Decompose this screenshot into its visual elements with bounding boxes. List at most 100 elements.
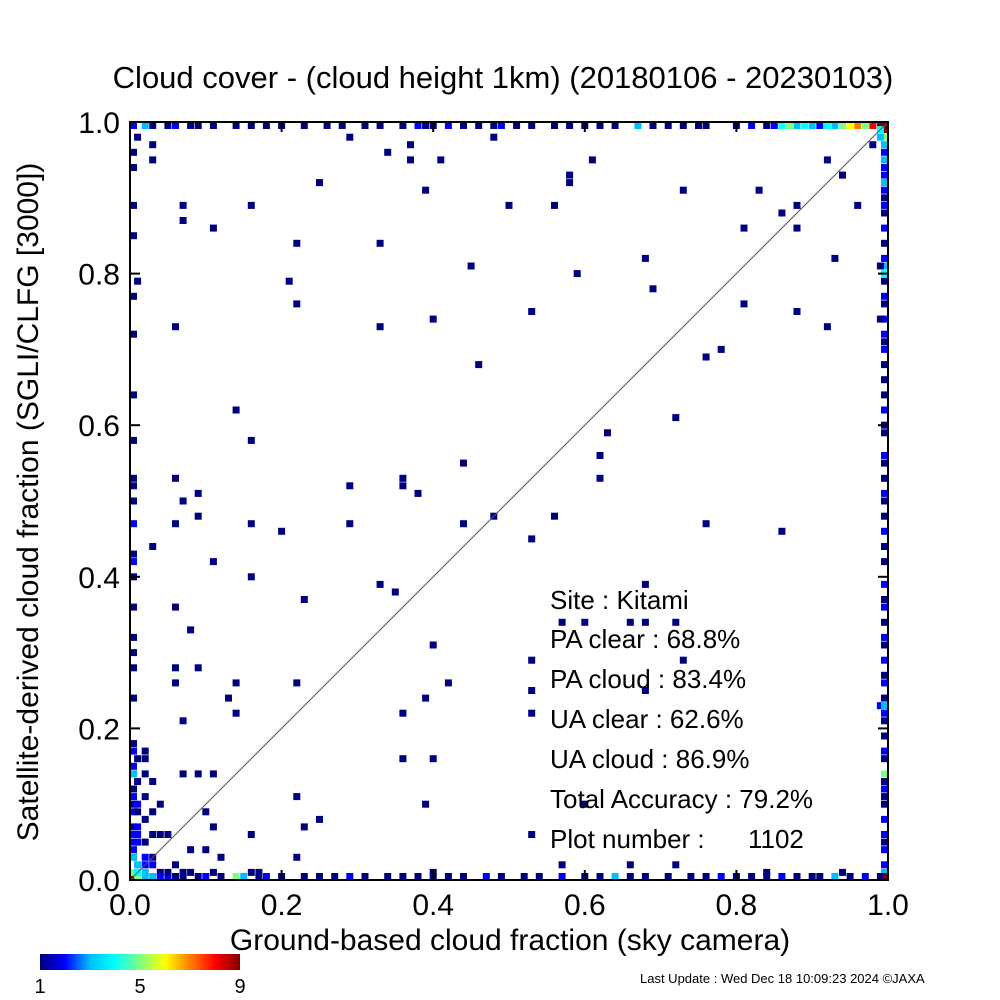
heatmap-cell xyxy=(240,873,248,880)
colorbar-tick-label: 9 xyxy=(234,976,245,998)
heatmap-cell xyxy=(770,122,778,129)
colorbar xyxy=(40,954,240,970)
heatmap-cell xyxy=(346,520,354,528)
x-tick-label: 1.0 xyxy=(867,889,909,922)
heatmap-cell xyxy=(130,831,137,838)
heatmap-cell xyxy=(293,853,301,861)
heatmap-cell xyxy=(134,823,142,831)
heatmap-cell xyxy=(149,808,157,816)
heatmap-cell xyxy=(130,391,137,399)
heatmap-cell xyxy=(422,186,430,194)
heatmap-cell xyxy=(823,156,831,164)
heatmap-cell xyxy=(816,873,824,880)
heatmap-cell xyxy=(247,573,255,581)
heatmap-cell xyxy=(156,868,164,876)
heatmap-cell xyxy=(232,709,240,717)
heatmap-cell xyxy=(247,201,255,209)
heatmap-cell xyxy=(740,224,748,232)
heatmap-cell xyxy=(596,474,604,482)
heatmap-cell xyxy=(262,873,270,880)
stats-site: Site : Kitami xyxy=(550,585,689,615)
heatmap-cell xyxy=(130,603,137,611)
heatmap-cell xyxy=(141,755,149,763)
heatmap-cell xyxy=(528,709,536,717)
stats-pa-clear: PA clear : 68.8% xyxy=(550,624,740,654)
heatmap-cell xyxy=(247,520,255,528)
stats-ua-cloud: UA cloud : 86.9% xyxy=(550,744,749,774)
heatmap-cell xyxy=(467,262,475,270)
x-axis-title: Ground-based cloud fraction (sky camera) xyxy=(230,924,790,957)
heatmap-cell xyxy=(361,873,369,880)
heatmap-cell xyxy=(164,122,172,129)
heatmap-cell xyxy=(285,277,293,285)
heatmap-cell xyxy=(679,186,687,194)
heatmap-cell xyxy=(881,345,888,353)
heatmap-cell xyxy=(130,762,137,770)
heatmap-cell xyxy=(581,618,589,626)
heatmap-cell xyxy=(300,122,308,129)
heatmap-cell xyxy=(130,664,137,672)
heatmap-cell xyxy=(664,122,672,129)
heatmap-cell xyxy=(172,520,179,528)
heatmap-cell xyxy=(130,740,137,748)
heatmap-cell xyxy=(141,747,149,755)
heatmap-cell xyxy=(869,122,877,129)
heatmap-cell xyxy=(130,201,137,209)
heatmap-cell xyxy=(247,122,255,129)
heatmap-cell xyxy=(881,330,888,338)
heatmap-cell xyxy=(881,861,888,869)
heatmap-cell xyxy=(414,489,422,497)
heatmap-cell xyxy=(881,694,888,702)
heatmap-cell xyxy=(209,558,217,566)
heatmap-cell xyxy=(611,873,619,880)
heatmap-cell xyxy=(172,603,179,611)
heatmap-cell xyxy=(460,873,467,880)
heatmap-cell xyxy=(881,277,888,285)
heatmap-cell xyxy=(854,201,862,209)
heatmap-cell xyxy=(141,815,149,823)
heatmap-cell xyxy=(854,122,862,129)
heatmap-cell xyxy=(881,201,888,209)
heatmap-cell xyxy=(801,122,809,129)
heatmap-cell xyxy=(881,126,888,134)
heatmap-cell xyxy=(429,755,437,763)
heatmap-cell xyxy=(881,254,888,262)
heatmap-cell xyxy=(293,300,301,308)
stats-total-accuracy: Total Accuracy : 79.2% xyxy=(550,784,813,814)
heatmap-cell xyxy=(497,122,505,129)
heatmap-cell xyxy=(881,717,888,725)
heatmap-cell xyxy=(437,156,445,164)
heatmap-cell xyxy=(778,527,786,535)
heatmap-cell xyxy=(422,122,430,129)
heatmap-cell xyxy=(763,122,771,129)
heatmap-cell xyxy=(361,122,369,129)
heatmap-cell xyxy=(130,550,137,558)
heatmap-cell xyxy=(399,474,407,482)
heatmap-cell xyxy=(881,361,888,369)
heatmap-cell xyxy=(331,873,339,880)
heatmap-cell xyxy=(490,122,498,129)
heatmap-cell xyxy=(194,873,202,880)
heatmap-cell xyxy=(641,580,649,588)
heatmap-cell xyxy=(793,122,801,129)
heatmap-cell xyxy=(130,436,137,444)
heatmap-cell xyxy=(316,179,323,187)
heatmap-cell xyxy=(763,873,771,880)
heatmap-cell xyxy=(444,679,452,687)
heatmap-cell xyxy=(679,122,687,129)
heatmap-cell xyxy=(649,285,657,293)
heatmap-cell xyxy=(611,122,619,129)
heatmap-cell xyxy=(134,778,142,785)
stats-block: Site : Kitami PA clear : 68.8% PA cloud … xyxy=(550,585,813,854)
heatmap-cell xyxy=(881,702,888,710)
heatmap-cell xyxy=(278,527,286,535)
heatmap-cell xyxy=(626,873,634,880)
heatmap-cell xyxy=(588,156,596,164)
heatmap-cell xyxy=(141,838,149,846)
heatmap-cell xyxy=(641,873,649,880)
heatmap-cell xyxy=(793,308,801,315)
heatmap-cell xyxy=(786,122,793,129)
heatmap-cell xyxy=(149,778,157,785)
colorbar-tick-label: 1 xyxy=(34,976,45,998)
heatmap-cell xyxy=(881,815,888,823)
